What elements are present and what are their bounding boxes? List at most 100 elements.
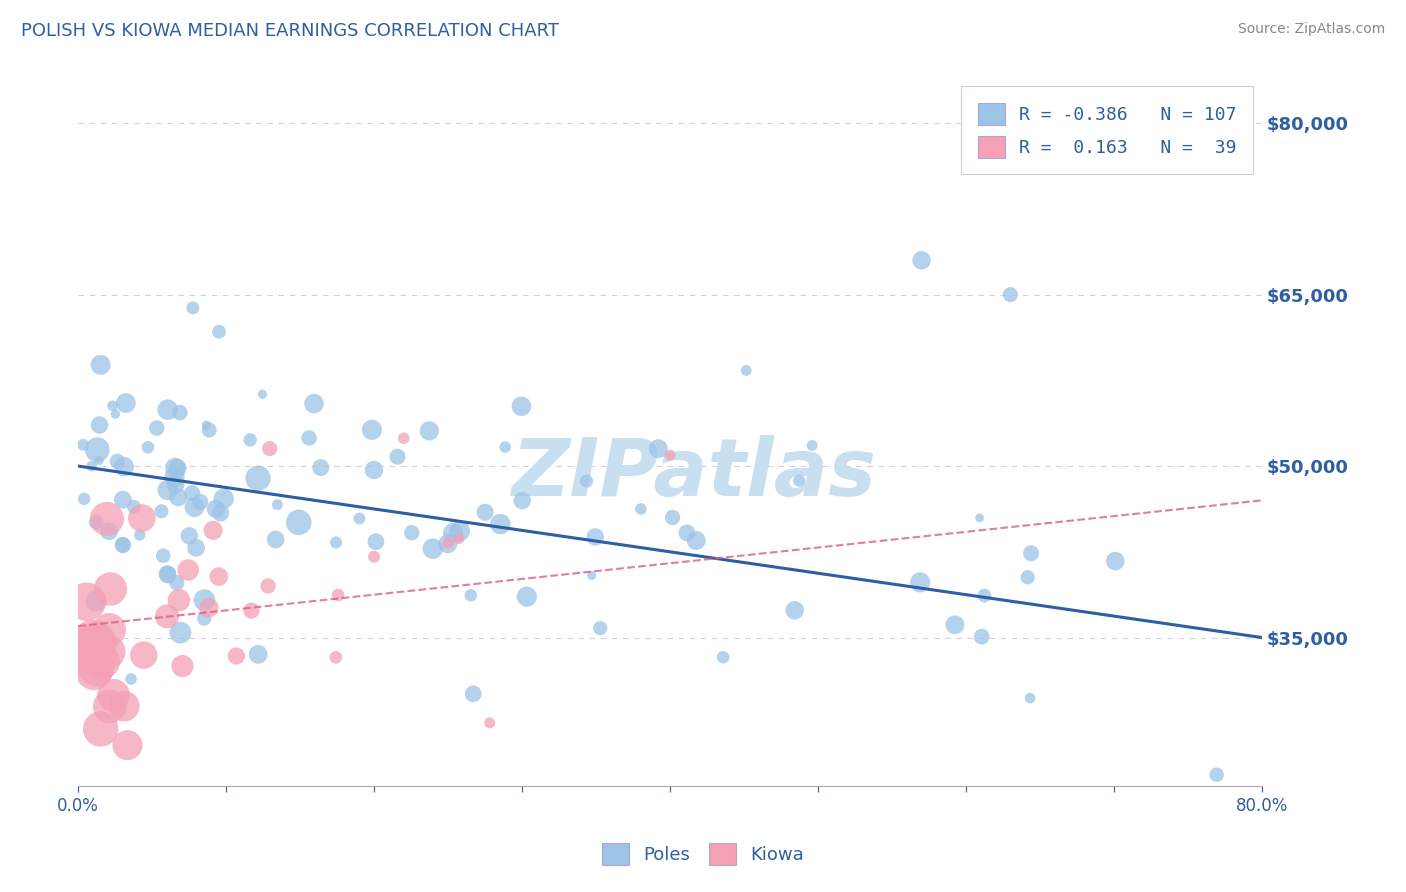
Point: [131, 511, 153, 525]
Point: [101, 399, 124, 413]
Point: [264, 533, 287, 547]
Legend: R = -0.386   N = 107, R =  0.163   N =  39: R = -0.386 N = 107, R = 0.163 N = 39: [962, 87, 1253, 174]
Point: [115, 396, 138, 410]
Point: [969, 510, 991, 524]
Point: [98, 524, 121, 539]
Point: [401, 525, 423, 540]
Point: [90, 358, 112, 372]
Point: [494, 440, 516, 454]
Point: [1000, 287, 1022, 301]
Text: POLISH VS KIOWA MEDIAN EARNINGS CORRELATION CHART: POLISH VS KIOWA MEDIAN EARNINGS CORRELAT…: [21, 22, 560, 40]
Point: [132, 648, 155, 662]
Point: [165, 460, 187, 475]
Point: [75, 648, 97, 662]
Point: [676, 525, 699, 540]
Point: [659, 448, 682, 462]
Point: [179, 529, 201, 543]
Point: [80, 459, 103, 474]
Point: [247, 648, 270, 662]
Point: [87, 453, 110, 467]
Point: [156, 567, 179, 582]
Point: [447, 532, 470, 546]
Point: [711, 650, 734, 665]
Point: [1019, 691, 1042, 706]
Point: [83, 665, 105, 679]
Point: [239, 433, 262, 447]
Point: [1205, 768, 1227, 782]
Point: [973, 589, 995, 603]
Point: [309, 460, 332, 475]
Point: [150, 504, 173, 518]
Point: [86, 632, 108, 647]
Point: [198, 423, 221, 437]
Point: [287, 516, 309, 530]
Point: [970, 630, 993, 644]
Point: [437, 536, 460, 550]
Point: [943, 617, 966, 632]
Point: [208, 325, 231, 339]
Point: [1104, 554, 1126, 568]
Point: [783, 603, 806, 617]
Point: [181, 301, 204, 315]
Point: [1019, 546, 1042, 560]
Point: [392, 431, 415, 445]
Point: [240, 604, 263, 618]
Point: [156, 566, 179, 581]
Point: [169, 625, 191, 640]
Point: [87, 637, 110, 651]
Point: [112, 699, 135, 714]
Point: [96, 512, 118, 526]
Point: [647, 442, 669, 456]
Point: [111, 538, 134, 552]
Point: [177, 563, 200, 577]
Point: [225, 648, 247, 663]
Point: [166, 575, 188, 590]
Point: [1017, 570, 1039, 584]
Point: [478, 715, 501, 730]
Point: [349, 511, 371, 525]
Point: [510, 493, 533, 508]
Point: [575, 474, 598, 488]
Point: [418, 424, 440, 438]
Point: [111, 538, 134, 552]
Text: ZIPatlas: ZIPatlas: [512, 435, 876, 513]
Point: [252, 387, 274, 401]
Point: [326, 588, 349, 602]
Point: [193, 593, 215, 607]
Point: [195, 418, 218, 433]
Point: [441, 526, 464, 541]
Point: [105, 454, 128, 468]
Point: [460, 588, 482, 602]
Point: [474, 505, 496, 519]
Point: [685, 533, 707, 548]
Point: [104, 407, 127, 421]
Point: [266, 498, 288, 512]
Point: [169, 406, 191, 420]
Point: [787, 474, 810, 488]
Point: [167, 491, 190, 505]
Text: Source: ZipAtlas.com: Source: ZipAtlas.com: [1237, 22, 1385, 37]
Legend: Poles, Kiowa: Poles, Kiowa: [593, 834, 813, 874]
Point: [302, 397, 325, 411]
Point: [247, 471, 270, 485]
Point: [908, 575, 931, 590]
Point: [98, 623, 121, 637]
Point: [583, 530, 606, 544]
Point: [76, 595, 98, 609]
Point: [91, 654, 114, 668]
Point: [156, 402, 179, 417]
Point: [112, 459, 135, 474]
Point: [298, 431, 321, 445]
Point: [181, 486, 204, 500]
Point: [165, 477, 187, 491]
Point: [363, 549, 385, 564]
Point: [100, 582, 122, 596]
Point: [90, 722, 112, 736]
Point: [387, 450, 409, 464]
Point: [97, 645, 120, 659]
Point: [184, 541, 207, 555]
Point: [510, 399, 533, 413]
Point: [202, 524, 225, 538]
Point: [188, 495, 211, 509]
Point: [198, 600, 221, 615]
